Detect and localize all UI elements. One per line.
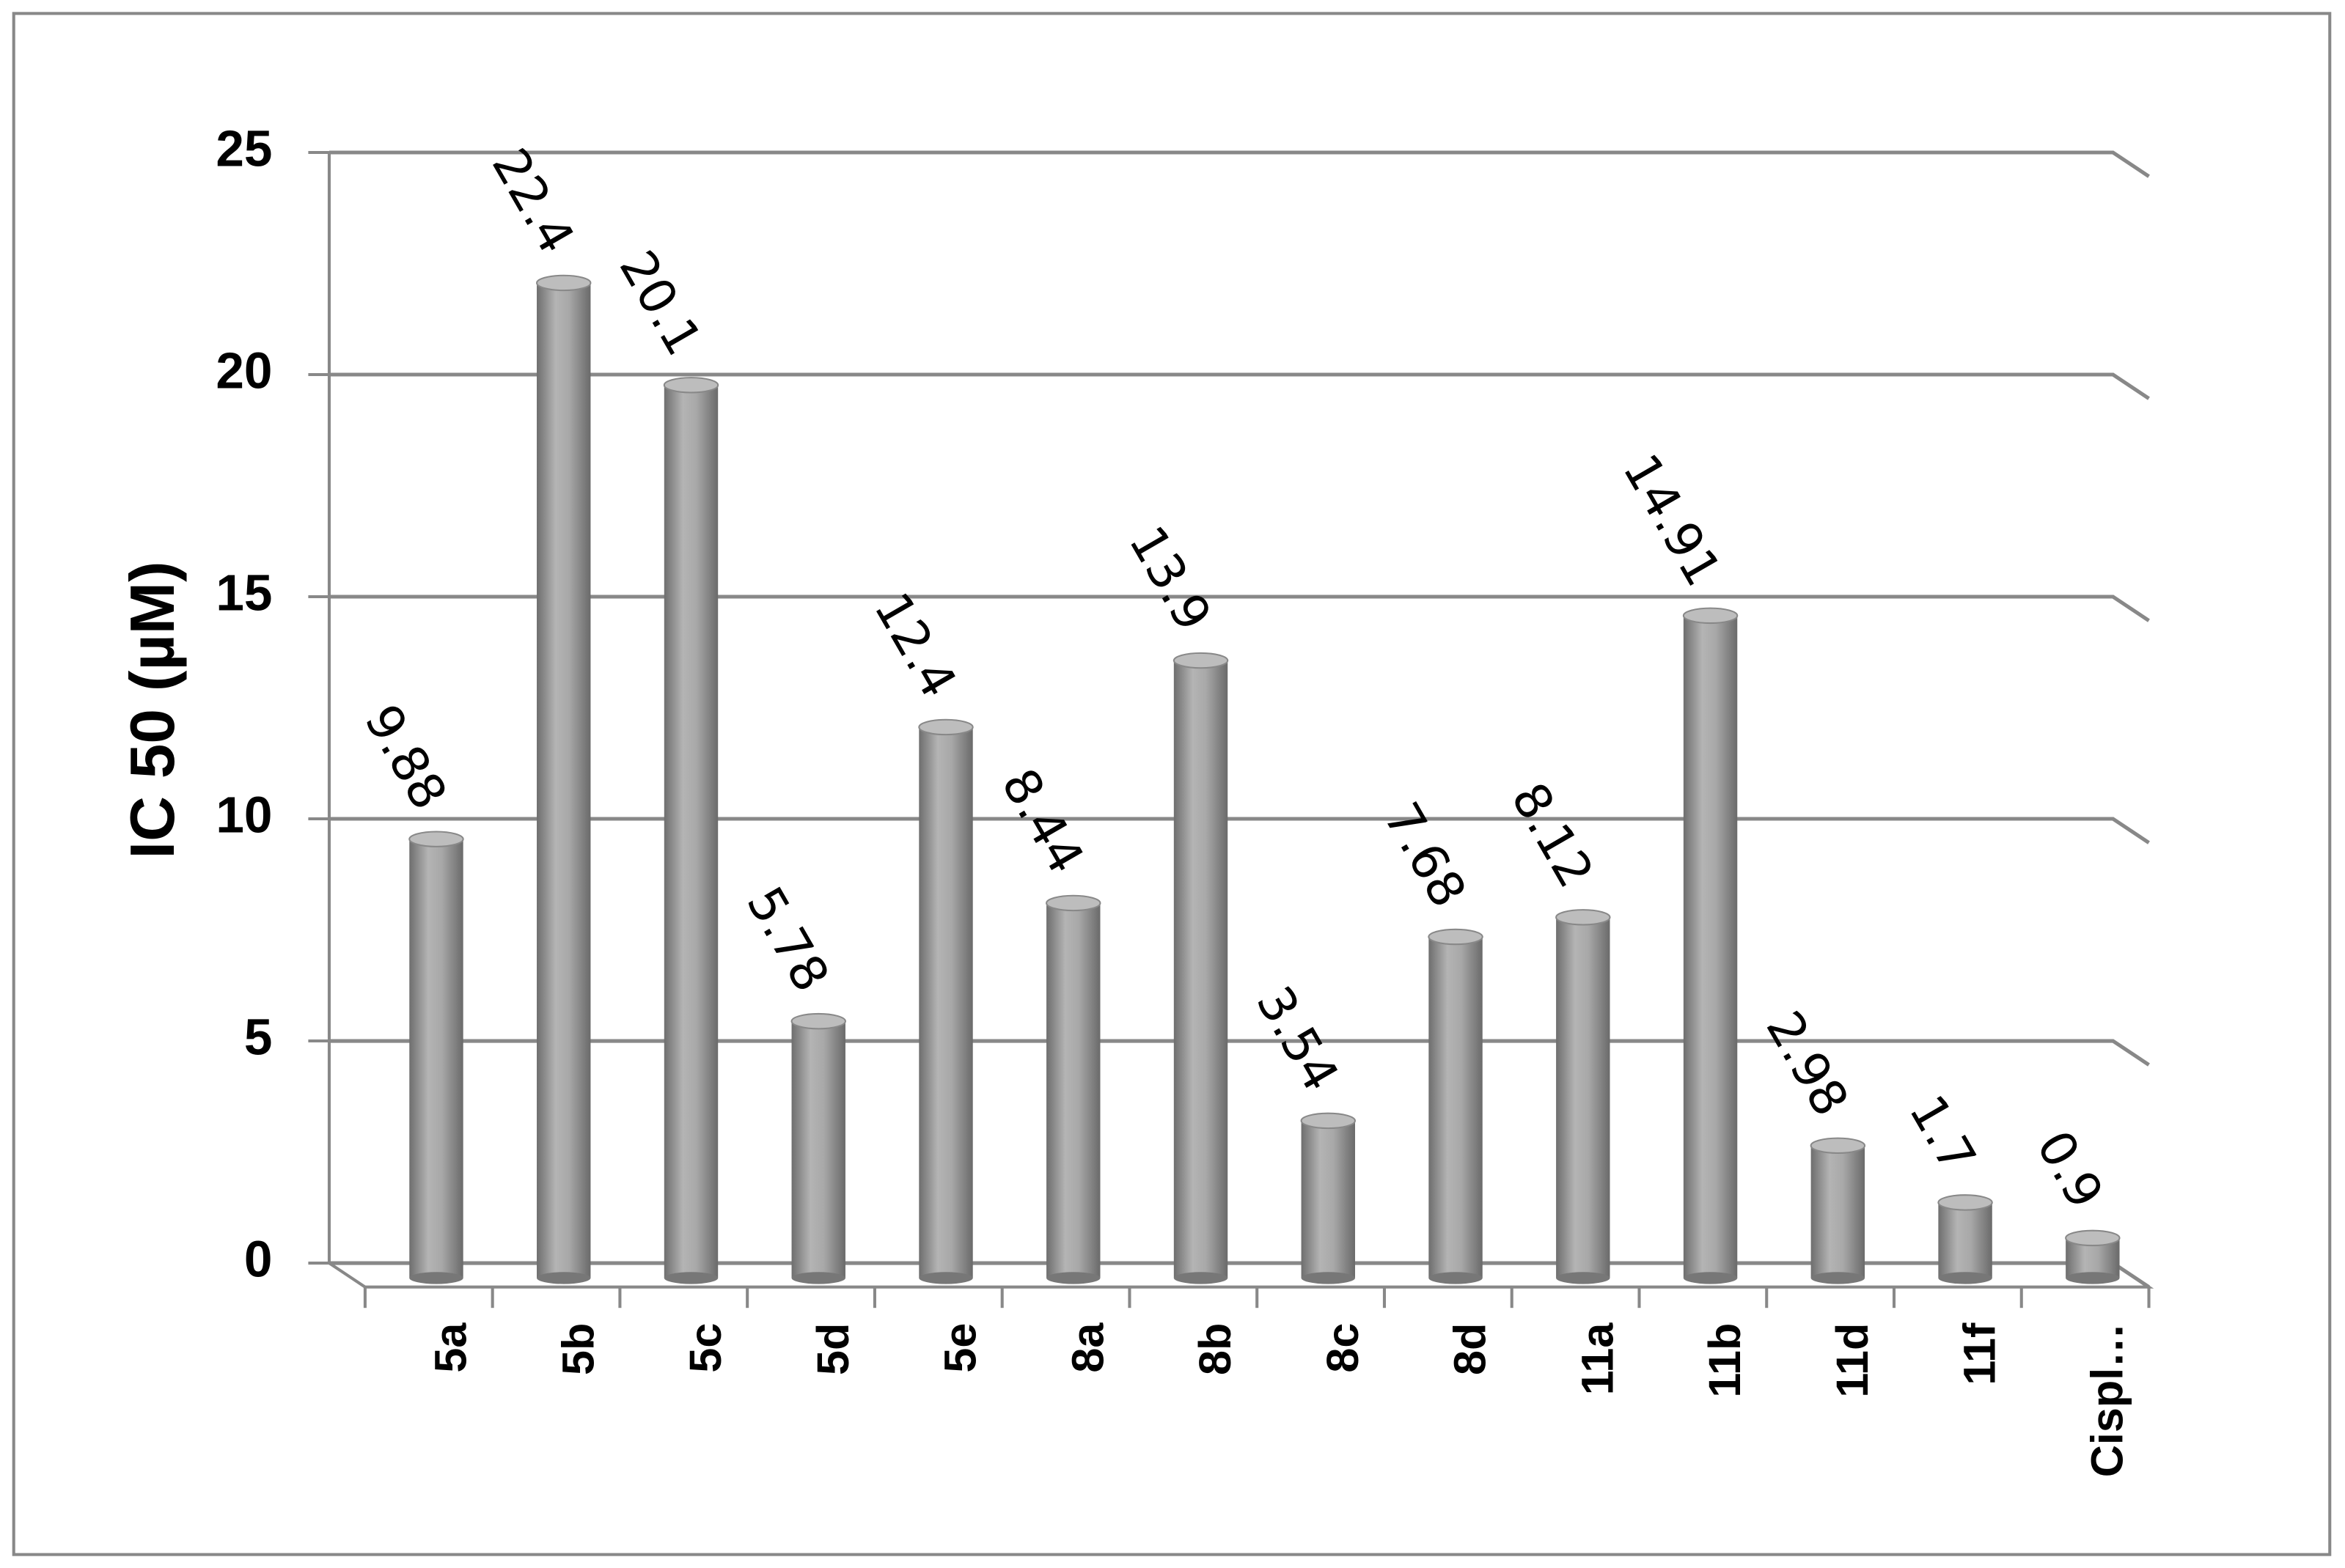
bar-base	[1556, 1272, 1610, 1284]
bar-top	[1172, 652, 1229, 669]
bar	[1173, 660, 1228, 1278]
bar-top	[1555, 909, 1611, 926]
bar-top	[790, 1012, 846, 1030]
x-tick-label: 11f	[1955, 1322, 2005, 1385]
bar-top	[1046, 894, 1101, 912]
x-tick-label: 5d	[808, 1323, 858, 1375]
y-axis-label: IC 50 (µM)	[117, 561, 188, 858]
grid-line	[329, 595, 2150, 622]
bar	[919, 726, 973, 1278]
bar	[664, 385, 719, 1278]
bar	[791, 1021, 845, 1278]
bar-base	[537, 1272, 591, 1284]
bar-base	[1938, 1272, 1992, 1284]
chart-border	[12, 12, 2332, 1556]
bar-base	[409, 1272, 463, 1284]
x-tick-label: 8a	[1063, 1322, 1112, 1373]
x-tick-label: Cispl…	[2082, 1323, 2132, 1478]
grid-line	[329, 372, 2150, 400]
bar	[537, 282, 591, 1278]
x-tick-label: 8d	[1445, 1323, 1495, 1375]
x-tick-label: 8b	[1190, 1323, 1240, 1375]
bar-base	[919, 1272, 973, 1284]
bar-base	[1046, 1272, 1101, 1284]
bar-base	[1428, 1272, 1483, 1284]
y-tick-label: 25	[216, 119, 272, 177]
grid-line	[329, 150, 2150, 178]
bar-top	[663, 377, 719, 394]
x-tick-label: 11d	[1827, 1323, 1877, 1398]
y-tick-label: 5	[244, 1008, 273, 1065]
bar	[1810, 1145, 1865, 1278]
y-tick-label: 15	[216, 564, 272, 621]
bar-base	[664, 1272, 719, 1284]
bar-top	[1300, 1112, 1357, 1130]
bar-base	[2066, 1272, 2120, 1284]
bar-top	[408, 831, 464, 847]
x-tick-label: 5c	[680, 1323, 730, 1373]
bar-base	[1683, 1272, 1738, 1284]
bar	[1046, 902, 1101, 1278]
bar-top	[536, 274, 592, 292]
x-tick-label: 11a	[1572, 1322, 1622, 1396]
x-tick-label: 8c	[1318, 1323, 1368, 1373]
y-tick-label: 20	[216, 342, 272, 399]
bar	[1428, 936, 1483, 1278]
x-tick-label: 11b	[1700, 1323, 1750, 1398]
bar-top	[1810, 1137, 1866, 1155]
bar-top	[1428, 928, 1483, 946]
y-tick-label: 0	[244, 1230, 273, 1287]
x-tick-label: 5a	[426, 1322, 476, 1373]
bar-top	[2065, 1229, 2121, 1247]
bar-base	[1810, 1272, 1865, 1284]
bar-top	[918, 718, 974, 736]
bar-top	[1682, 607, 1739, 625]
bar	[1938, 1202, 1992, 1278]
bar	[409, 839, 463, 1278]
x-tick-label: 5b	[553, 1323, 603, 1375]
bar-base	[1173, 1272, 1228, 1284]
bar-base	[1301, 1272, 1355, 1284]
bar-top	[1937, 1194, 1993, 1211]
y-tick-label: 10	[216, 786, 272, 843]
bar	[1683, 615, 1738, 1278]
bar	[1556, 917, 1610, 1278]
x-tick-label: 5e	[936, 1323, 986, 1373]
bar	[1301, 1120, 1355, 1278]
bar-base	[791, 1272, 845, 1284]
